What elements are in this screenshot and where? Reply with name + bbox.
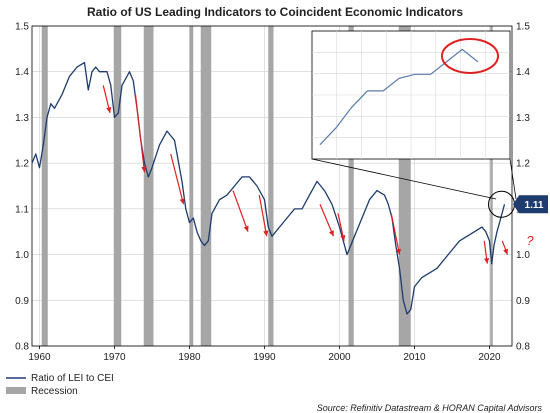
y-tick-label-left-1: 0.9 [15,296,29,307]
inset-series-line [319,48,479,146]
trend-arrow-head-6 [340,235,346,241]
legend-label-series: Ratio of LEI to CEI [31,373,114,384]
legend-label-recession: Recession [31,386,78,397]
y-tick-label-left-5: 1.3 [15,113,29,124]
x-tick-label-5: 2010 [403,352,426,363]
series-layer [31,61,506,315]
recession-bar-8 [490,26,493,346]
recession-bar-6 [348,26,354,346]
x-tick-label-2: 1980 [178,352,201,363]
current-value-tag: 1.11 [513,195,548,214]
trend-arrow-head-1 [141,166,147,173]
trend-arrow-head-8 [483,258,490,264]
source-note: Source: Refinitiv Datastream & HORAN Cap… [317,403,543,413]
x-tick-label-6: 2020 [478,352,501,363]
trend-arrow-9 [501,240,509,255]
trend-arrow-shaft-5 [319,204,335,237]
trend-arrow-shaft-4 [258,195,268,237]
inset [311,30,517,200]
trend-arrow-2 [170,153,185,205]
trend-arrow-head-2 [179,198,185,205]
trend-arrow-head-4 [263,230,269,237]
recession-bar-3 [189,26,194,346]
y-tick-label-right-4: 1.2 [516,159,530,170]
trend-arrow-0 [102,85,112,114]
trend-arrow-head-7 [395,248,401,255]
x-tick-label-3: 1990 [253,352,276,363]
legend: Ratio of LEI to CEI Recession [6,373,114,397]
recession-bar-5 [268,26,274,346]
x-tick-label-0: 1960 [28,352,51,363]
y-tick-label-right-7: 1.5 [516,22,530,33]
y-tick-label-left-3: 1.1 [15,204,29,215]
trend-arrow-head-0 [106,106,112,113]
callout-layer: 1.11? [488,190,548,248]
y-tick-label-left-6: 1.4 [15,67,29,78]
trend-arrow-6 [337,213,346,241]
inset-connector-right [509,158,517,200]
trend-arrow-head-3 [243,225,249,232]
chart-title: Ratio of US Leading Indicators to Coinci… [87,5,463,19]
trend-arrow-layer [102,85,509,264]
y-tick-label-right-6: 1.4 [516,67,530,78]
y-tick-label-right-5: 1.3 [516,113,530,124]
current-value-tag-shape [513,195,548,214]
series-line-0 [31,61,506,315]
inset-connector-left [311,158,497,200]
current-value-label: 1.11 [525,200,544,211]
recession-bar-1 [113,26,122,346]
recession-bar-2 [143,26,154,346]
trend-arrow-shaft-2 [170,153,185,205]
inset-peak-highlight [441,38,499,74]
trend-arrow-8 [483,240,490,264]
trend-arrow-7 [390,213,401,255]
recession-bar-0 [41,26,48,346]
legend-recession-swatch [6,387,26,394]
trend-arrow-head-9 [503,248,509,255]
y-tick-label-right-0: 0.8 [516,342,530,353]
plot-frame [31,25,513,347]
y-tick-label-left-0: 0.8 [15,342,29,353]
question-mark: ? [526,233,534,248]
trend-arrow-shaft-1 [134,94,146,173]
x-tick-label-1: 1970 [103,352,126,363]
trend-arrow-4 [258,195,269,237]
trend-arrow-5 [319,204,335,237]
trend-arrow-shaft-7 [390,213,401,255]
y-tick-label-left-4: 1.2 [15,159,29,170]
y-tick-label-right-2: 1.0 [516,250,530,261]
trend-arrow-head-5 [328,230,334,237]
trend-arrow-3 [232,190,249,232]
recession-bar-4 [200,26,212,346]
y-tick-label-right-1: 0.9 [516,296,530,307]
y-tick-label-left-2: 1.0 [15,250,29,261]
trend-arrow-1 [134,94,147,173]
x-tick-label-4: 2000 [328,352,351,363]
trend-arrow-shaft-3 [232,190,249,232]
y-tick-label-left-7: 1.5 [15,22,29,33]
